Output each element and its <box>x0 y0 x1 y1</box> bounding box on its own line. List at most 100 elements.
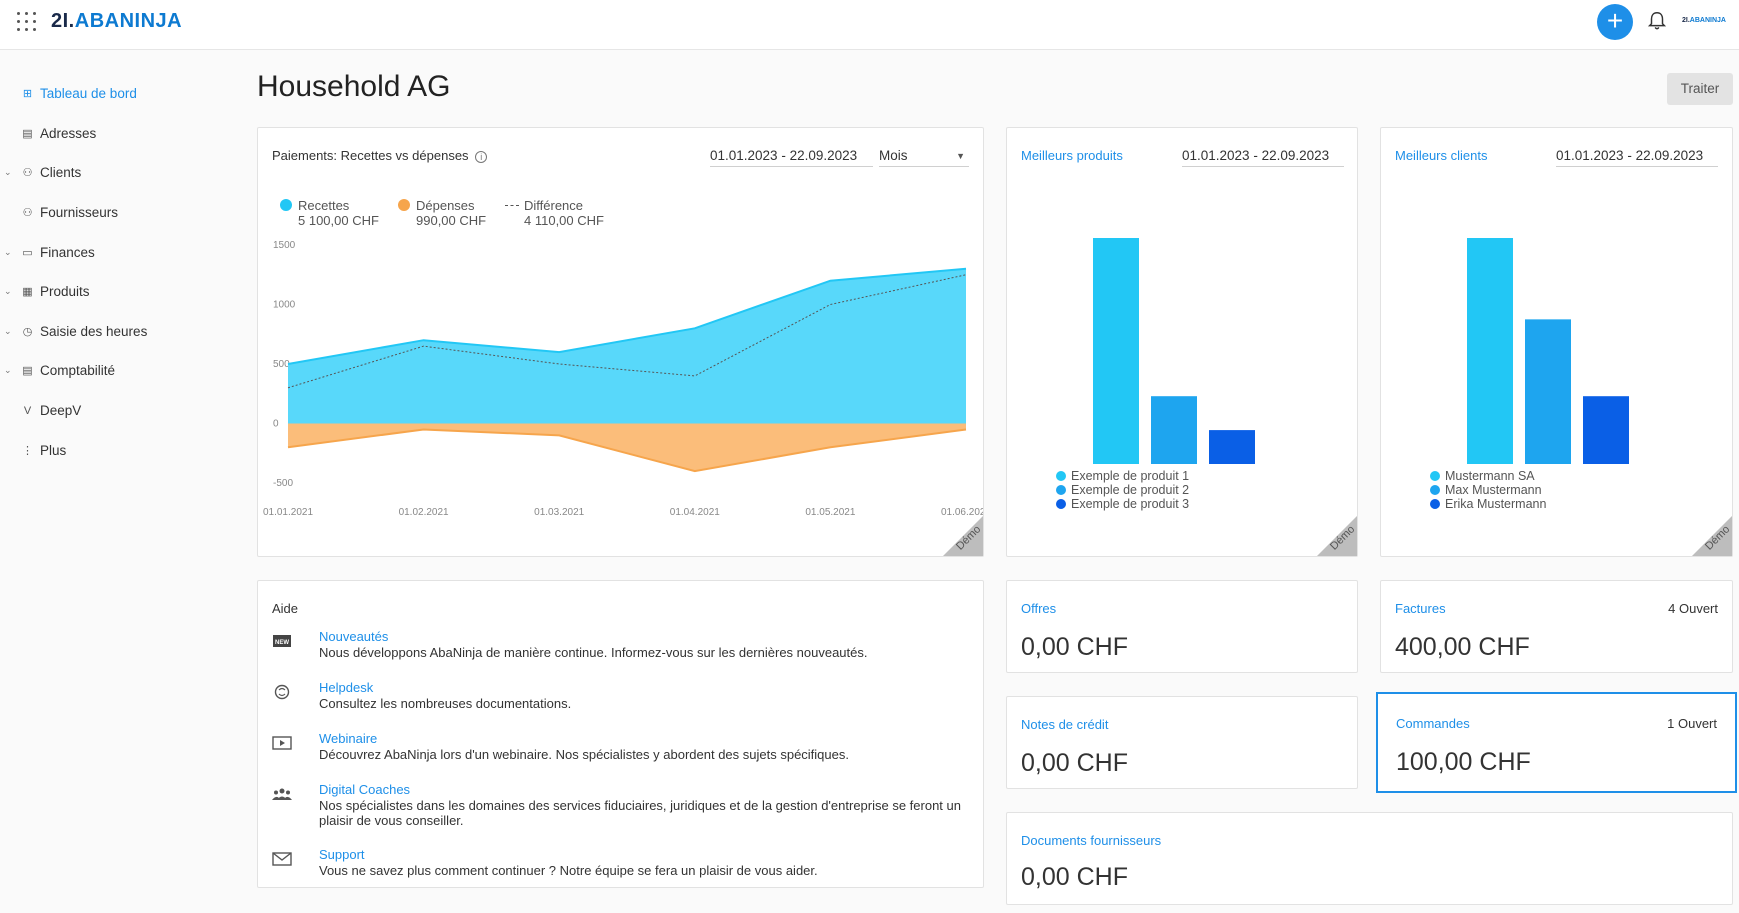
legend-label: Exemple de produit 1 <box>1071 469 1189 483</box>
x-tick-label: 01.04.2021 <box>670 507 720 518</box>
offers-card[interactable]: Offres 0,00 CHF <box>1006 580 1358 673</box>
apps-grid-icon[interactable] <box>17 12 37 32</box>
depenses-dot <box>398 199 410 211</box>
sidebar-item-tableau-de-bord[interactable]: ⊞ Tableau de bord <box>0 74 240 114</box>
bar <box>1209 430 1255 464</box>
credit-notes-card[interactable]: Notes de crédit 0,00 CHF <box>1006 696 1358 789</box>
people-icon: ⚇ <box>22 207 33 220</box>
legend-dot <box>1056 485 1066 495</box>
legend-label: Mustermann SA <box>1445 469 1535 483</box>
help-title: Aide <box>272 601 299 616</box>
demo-ribbon: Démo <box>1692 516 1732 556</box>
sidebar-item-label: Produits <box>40 284 90 300</box>
date-range-input[interactable]: 01.01.2023 - 22.09.2023 <box>710 148 873 167</box>
sidebar-item-saisie-des-heures[interactable]: ⌄ ◷ Saisie des heures <box>0 312 240 352</box>
x-tick-label: 01.01.2021 <box>263 507 313 518</box>
difference-amount: 4 110,00 CHF <box>524 213 604 228</box>
sidebar-item-label: DeepV <box>40 403 82 419</box>
more-vertical-icon: ⋮ <box>22 444 33 457</box>
legend-difference[interactable]: Différence 4 110,00 CHF <box>505 198 604 228</box>
clients-date-range[interactable]: 01.01.2023 - 22.09.2023 <box>1556 148 1718 167</box>
add-button[interactable]: + <box>1597 4 1633 40</box>
help-webinar-link[interactable]: Webinaire <box>319 731 378 746</box>
sidebar-item-finances[interactable]: ⌄ ▭ Finances <box>0 232 240 272</box>
help-news-description: Nous développons AbaNinja de manière con… <box>319 645 868 660</box>
page-title: Household AG <box>257 70 451 103</box>
best-clients-title[interactable]: Meilleurs clients <box>1395 148 1488 163</box>
legend-label: Exemple de produit 2 <box>1071 483 1189 497</box>
sidebar: ⊞ Tableau de bord ▤ Adresses ⌄ ⚇ Clients ⚇ Fourn… <box>0 74 240 470</box>
depenses-amount: 990,00 CHF <box>416 213 487 228</box>
legend-recettes[interactable]: Recettes 5 100,00 CHF <box>280 198 379 228</box>
sidebar-item-clients[interactable]: ⌄ ⚇ Clients <box>0 153 240 193</box>
chevron-down-icon[interactable]: ⌄ <box>4 246 12 257</box>
bar <box>1093 238 1139 464</box>
address-book-icon: ▤ <box>22 127 33 140</box>
sidebar-item-fournisseurs[interactable]: ⚇ Fournisseurs <box>0 193 240 233</box>
orders-open-count: 1 Ouvert <box>1667 716 1717 731</box>
mail-icon <box>272 852 292 866</box>
payments-chart: 1500 1000 500 0 -500 01.01.2021 01.02.2021 01.0… <box>263 240 983 518</box>
chevron-down-icon: ▼ <box>956 151 965 161</box>
supplier-documents-card[interactable]: Documents fournisseurs 0,00 CHF <box>1006 812 1733 905</box>
chevron-down-icon[interactable]: ⌄ <box>4 365 12 376</box>
y-tick-label: 500 <box>273 359 290 370</box>
x-tick-label: 01.05.2021 <box>805 507 855 518</box>
sidebar-item-adresses[interactable]: ▤ Adresses <box>0 114 240 154</box>
app-logo[interactable]: 2I.ABANINJA <box>51 10 183 32</box>
legend-dot <box>1056 499 1066 509</box>
svg-text:NEW: NEW <box>275 640 289 646</box>
bell-icon[interactable] <box>1646 10 1668 32</box>
bar <box>1525 319 1571 464</box>
help-news-link[interactable]: Nouveautés <box>319 629 389 644</box>
brain-icon <box>274 684 290 700</box>
sidebar-item-plus[interactable]: ⋮ Plus <box>0 430 240 470</box>
help-helpdesk-description: Consultez les nombreuses documentations. <box>319 696 572 711</box>
bar <box>1583 396 1629 464</box>
legend-depenses[interactable]: Dépenses 990,00 CHF <box>398 198 486 228</box>
best-clients-card: Meilleurs clients 01.01.2023 - 22.09.202… <box>1380 127 1733 557</box>
legend-label: Erika Mustermann <box>1445 497 1546 511</box>
orders-card[interactable]: Commandes 1 Ouvert 100,00 CHF <box>1376 692 1737 793</box>
news-icon: NEW <box>273 635 291 647</box>
products-date-range[interactable]: 01.01.2023 - 22.09.2023 <box>1182 148 1344 167</box>
help-coaches-link[interactable]: Digital Coaches <box>319 782 411 797</box>
process-button[interactable]: Traiter <box>1667 73 1733 105</box>
sidebar-item-deepv[interactable]: V DeepV <box>0 391 240 431</box>
sidebar-item-label: Adresses <box>40 125 97 141</box>
sidebar-item-comptabilit-[interactable]: ⌄ ▤ Comptabilité <box>0 351 240 391</box>
info-icon[interactable]: i <box>475 151 488 163</box>
credit-notes-title[interactable]: Notes de crédit <box>1021 717 1109 732</box>
best-products-title[interactable]: Meilleurs produits <box>1021 148 1123 163</box>
offers-title[interactable]: Offres <box>1021 601 1057 616</box>
payments-card: Paiements: Recettes vs dépenses i 01.01.… <box>257 127 984 557</box>
chevron-down-icon[interactable]: ⌄ <box>4 167 12 178</box>
help-helpdesk-link[interactable]: Helpdesk <box>319 680 374 695</box>
orders-title[interactable]: Commandes <box>1396 716 1470 731</box>
top-bar: 2I.ABANINJA + 2I.ABANINJA <box>0 0 1739 50</box>
account-logo[interactable]: 2I.ABANINJA <box>1682 17 1726 24</box>
help-support-link[interactable]: Support <box>319 847 365 862</box>
help-support-description: Vous ne savez plus comment continuer ? N… <box>319 863 818 878</box>
chevron-down-icon[interactable]: ⌄ <box>4 286 12 297</box>
chevron-down-icon[interactable]: ⌄ <box>4 325 12 336</box>
invoices-card[interactable]: Factures 4 Ouvert 400,00 CHF <box>1380 580 1733 673</box>
demo-ribbon: Démo <box>943 516 983 556</box>
invoices-title[interactable]: Factures <box>1395 601 1446 616</box>
supplier-documents-title[interactable]: Documents fournisseurs <box>1021 833 1162 848</box>
sidebar-item-produits[interactable]: ⌄ ▦ Produits <box>0 272 240 312</box>
deepv-icon: V <box>23 404 32 417</box>
group-icon <box>272 788 292 800</box>
bar <box>1467 238 1513 464</box>
invoices-open-count: 4 Ouvert <box>1668 601 1718 616</box>
y-tick-label: 1000 <box>273 300 296 311</box>
x-tick-label: 01.03.2021 <box>534 507 584 518</box>
legend-label: Max Mustermann <box>1445 483 1542 497</box>
sidebar-item-label: Fournisseurs <box>40 205 119 221</box>
dashboard-icon: ⊞ <box>22 88 33 101</box>
help-webinar-description: Découvrez AbaNinja lors d'un webinaire. … <box>319 747 849 762</box>
period-select[interactable]: Mois ▼ <box>879 148 969 167</box>
box-icon: ▦ <box>22 286 33 299</box>
orders-value: 100,00 CHF <box>1396 748 1531 776</box>
